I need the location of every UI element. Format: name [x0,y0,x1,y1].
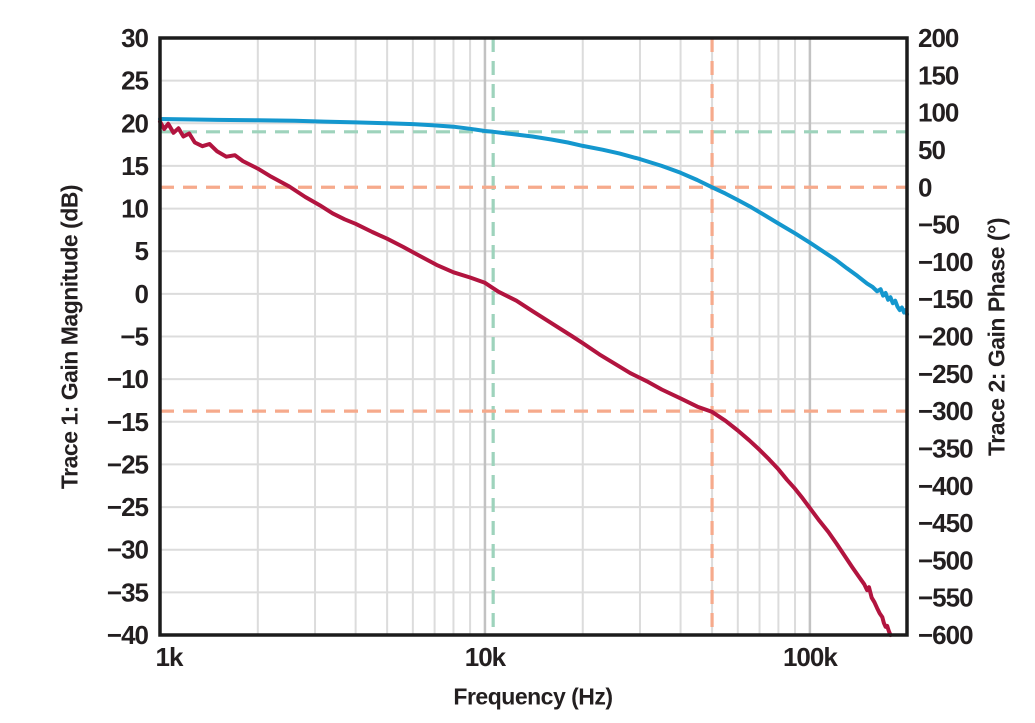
right-tick-label: 0 [918,172,932,202]
right-tick-label: −600 [918,620,973,650]
gain-trace [158,117,909,317]
right-tick-label: −50 [918,210,960,240]
phase-trace [158,119,893,637]
right-tick-label: 50 [918,135,945,165]
x-tick-label: 10k [465,642,507,672]
right-tick-label: −400 [918,471,973,501]
left-tick-label: −15 [107,407,149,437]
x-axis-title: Frequency (Hz) [453,683,613,710]
right-tick-label: −300 [918,396,973,426]
left-tick-label: −25 [107,492,149,522]
left-tick-label: −10 [107,364,149,394]
right-tick-label: −450 [918,508,973,538]
right-tick-label: −100 [918,247,973,277]
right-tick-label: 100 [918,98,959,128]
right-tick-label: −500 [918,545,973,575]
right-tick-label: −350 [918,433,973,463]
right-tick-label: 200 [918,23,959,53]
left-tick-label: 5 [135,236,149,266]
x-tick-label: 1k [156,642,184,672]
left-tick-label: 30 [121,23,148,53]
left-tick-label: 15 [121,151,148,181]
plot-border [158,36,909,637]
left-tick-label: −35 [107,577,149,607]
left-tick-label: −40 [107,620,149,650]
right-tick-label: −550 [918,583,973,613]
x-tick-label: 100k [783,642,838,672]
left-tick-label: 25 [121,66,148,96]
left-tick-label: −5 [120,322,148,352]
right-tick-label: −250 [918,359,973,389]
right-tick-label: −200 [918,322,973,352]
left-tick-label: −25 [107,449,149,479]
right-tick-label: −150 [918,284,973,314]
left-tick-label: 20 [121,108,148,138]
left-tick-label: 10 [121,194,148,224]
right-tick-label: 150 [918,60,959,90]
right-axis-title: Trace 2: Gain Phase (°) [983,217,1010,457]
left-tick-label: 0 [135,279,149,309]
left-tick-label: −30 [107,535,149,565]
left-axis-title: Trace 1: Gain Magnitude (dB) [56,184,83,490]
